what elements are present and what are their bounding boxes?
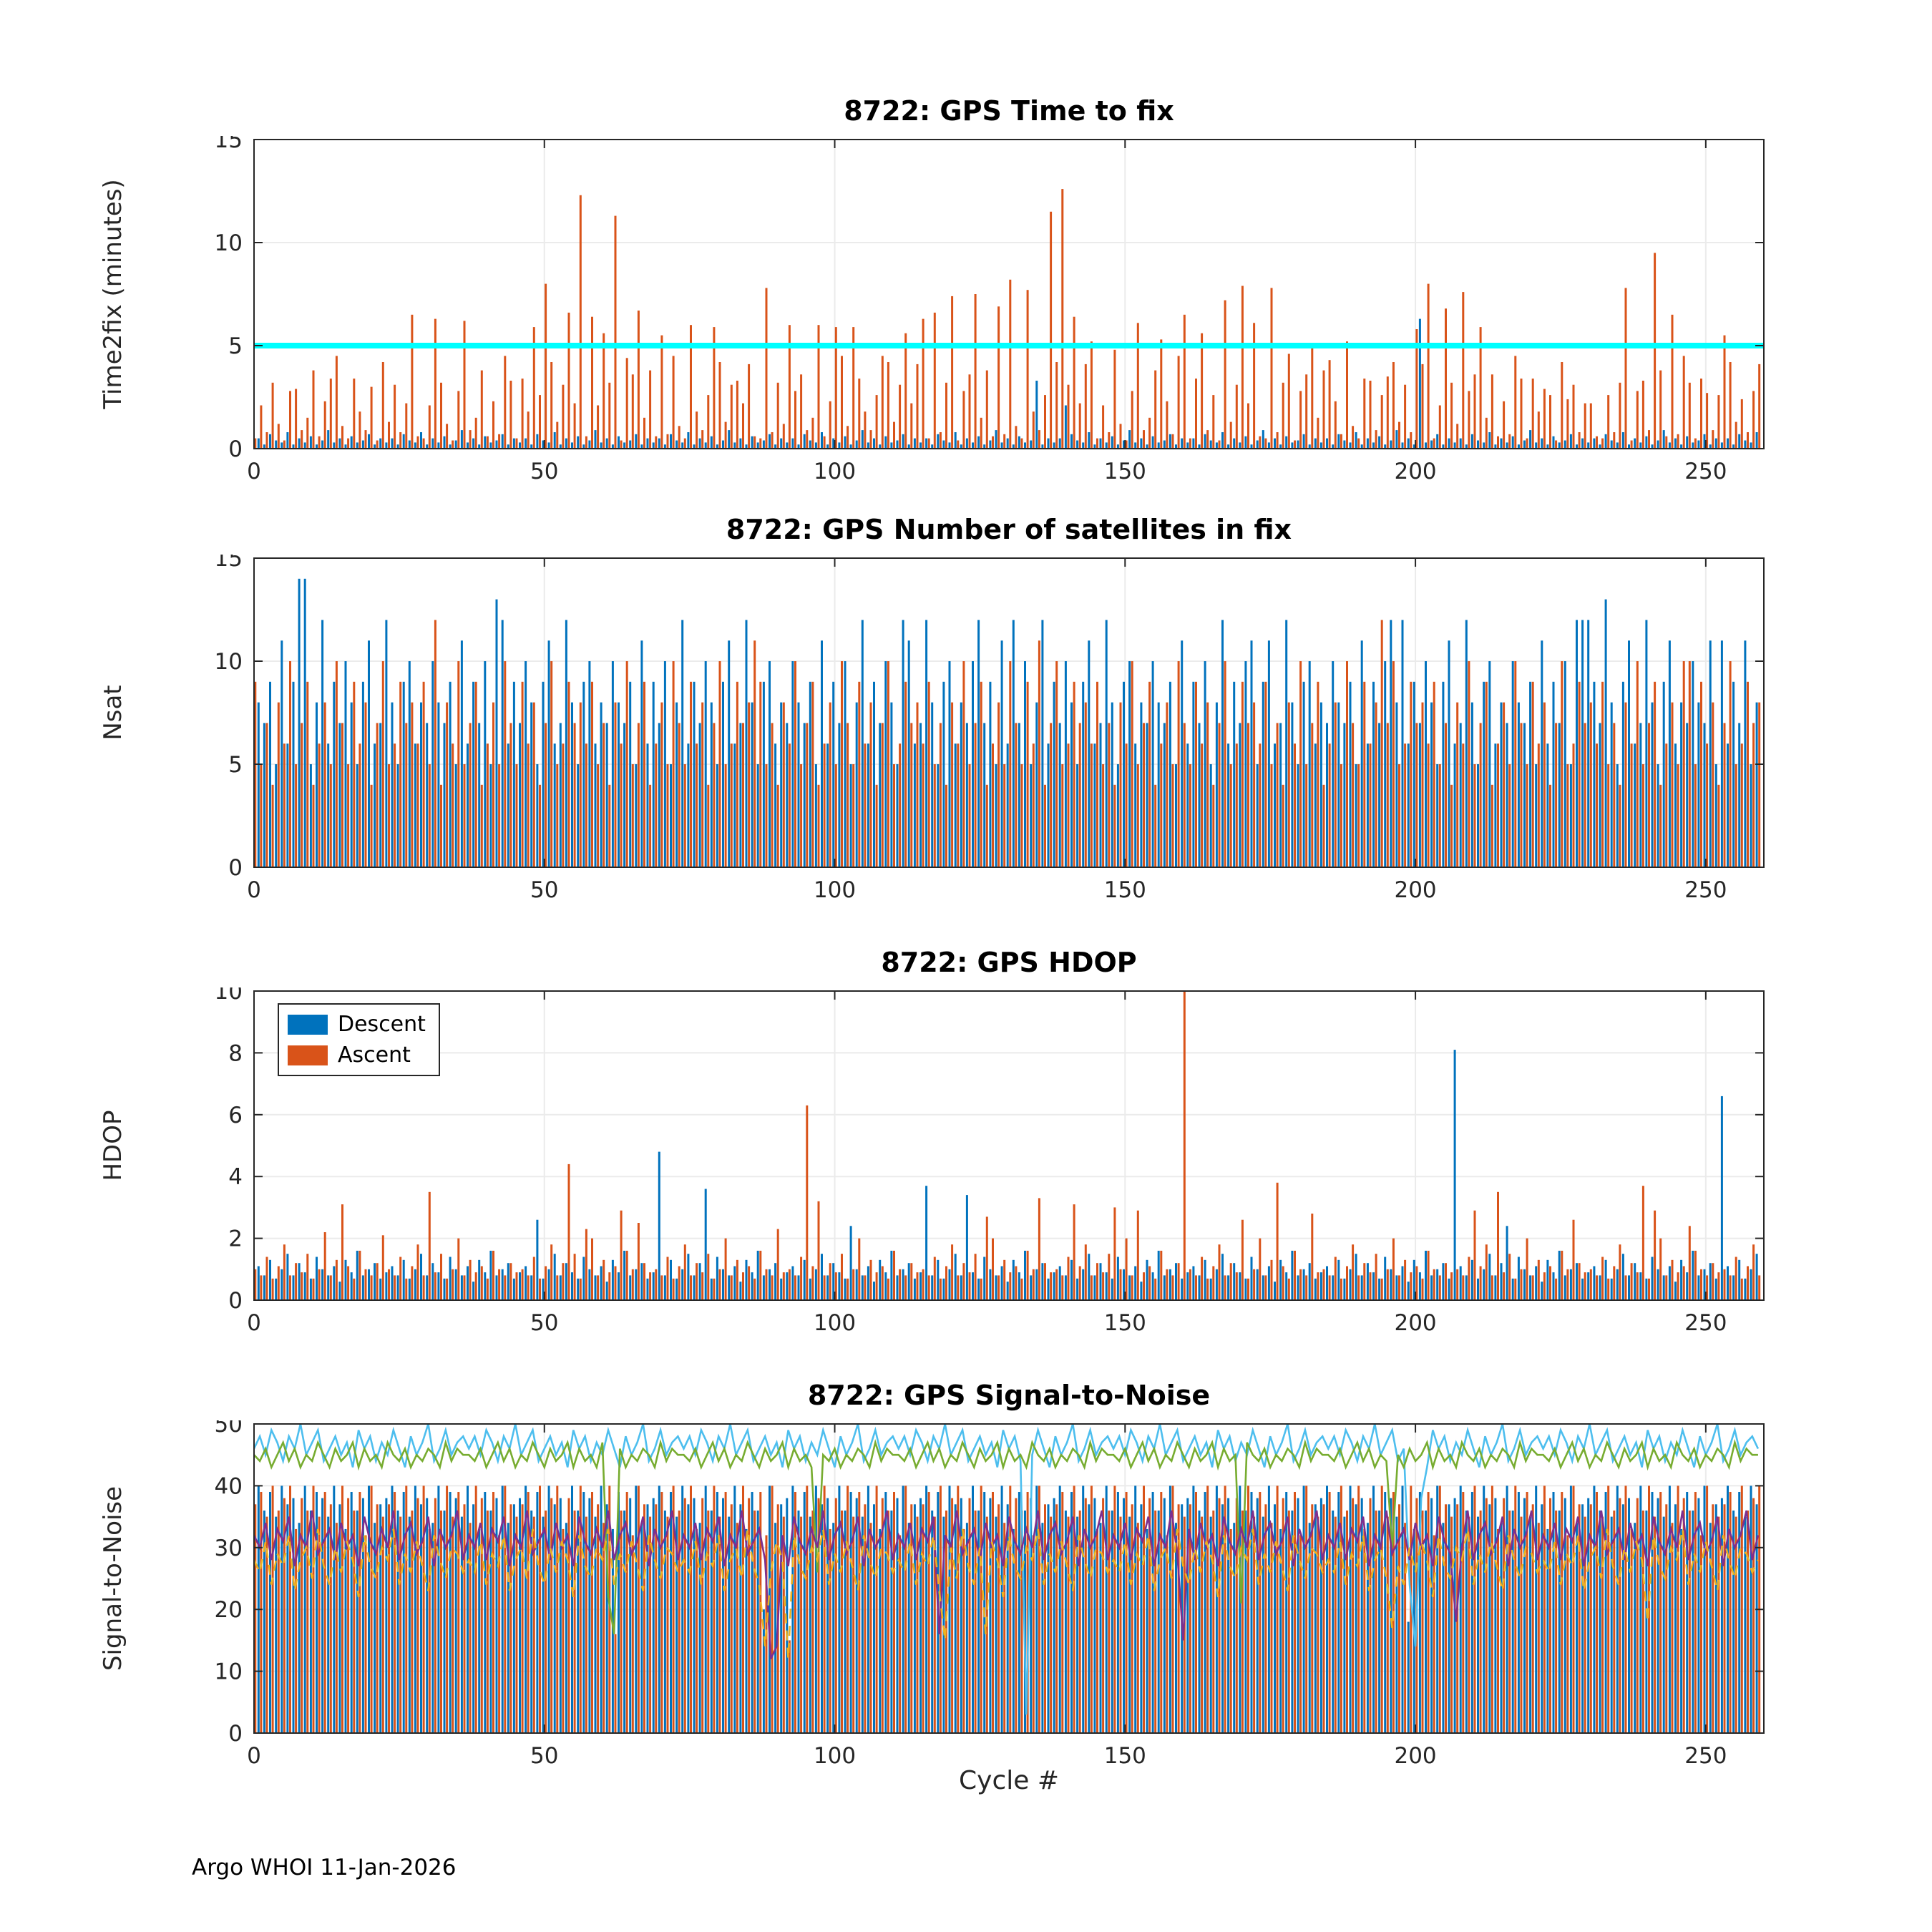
chart-title-hdop: 8722: GPS HDOP xyxy=(881,947,1137,978)
svg-text:100: 100 xyxy=(814,459,856,484)
svg-text:0: 0 xyxy=(228,855,243,881)
axes-box xyxy=(253,139,1765,449)
bars-ascent xyxy=(254,1485,1761,1733)
chart-title-nsat: 8722: GPS Number of satellites in fix xyxy=(726,514,1292,545)
axis-ticks xyxy=(253,1423,1764,1734)
svg-text:15: 15 xyxy=(215,136,243,153)
svg-text:50: 50 xyxy=(530,1310,558,1336)
gridlines xyxy=(253,1423,1764,1734)
svg-text:50: 50 xyxy=(530,877,558,903)
tick-labels: 0 50 100 150 200 250 0 10 20 30 40 50 xyxy=(215,1420,1727,1769)
svg-text:10: 10 xyxy=(215,987,243,1005)
axes-box xyxy=(253,557,1765,868)
line-snr-mean-ascent xyxy=(254,1528,1760,1659)
svg-text:200: 200 xyxy=(1394,1743,1436,1769)
svg-text:10: 10 xyxy=(215,1659,243,1685)
svg-text:250: 250 xyxy=(1684,877,1727,903)
svg-text:20: 20 xyxy=(215,1597,243,1623)
tick-labels: 0 50 100 150 200 250 0 5 10 15 xyxy=(215,555,1727,903)
legend-item-descent: Descent xyxy=(288,1012,426,1037)
gridlines xyxy=(253,139,1764,449)
x-axis-label: Cycle # xyxy=(959,1766,1059,1795)
bars-descent xyxy=(257,1050,1758,1300)
svg-text:0: 0 xyxy=(247,1310,261,1336)
bars-ascent xyxy=(254,620,1761,867)
svg-text:250: 250 xyxy=(1684,1310,1727,1336)
chart-title-time2fix: 8722: GPS Time to fix xyxy=(844,95,1174,127)
svg-text:50: 50 xyxy=(530,1743,558,1769)
svg-text:50: 50 xyxy=(215,1420,243,1438)
svg-text:100: 100 xyxy=(814,877,856,903)
svg-text:50: 50 xyxy=(530,459,558,484)
line-snr-max-ascent xyxy=(254,1438,1758,1635)
svg-text:10: 10 xyxy=(215,649,243,675)
legend-box: Descent Ascent xyxy=(278,1003,440,1076)
svg-text:200: 200 xyxy=(1394,1310,1436,1336)
figure-footer: Argo WHOI 11-Jan-2026 xyxy=(192,1855,457,1880)
svg-text:10: 10 xyxy=(215,230,243,256)
svg-text:100: 100 xyxy=(814,1310,856,1336)
legend-item-ascent: Ascent xyxy=(288,1043,426,1068)
svg-text:2: 2 xyxy=(228,1226,243,1252)
svg-text:200: 200 xyxy=(1394,877,1436,903)
legend-swatch-ascent xyxy=(288,1045,328,1065)
axes-box xyxy=(253,990,1765,1301)
axes-box xyxy=(253,1423,1765,1734)
svg-text:5: 5 xyxy=(228,752,243,778)
svg-text:250: 250 xyxy=(1684,1743,1727,1769)
svg-text:150: 150 xyxy=(1104,1310,1146,1336)
tick-labels: 0 50 100 150 200 250 0 5 10 15 xyxy=(215,136,1727,484)
svg-text:250: 250 xyxy=(1684,459,1727,484)
plot-area-time2fix: 0 50 100 150 200 250 0 5 10 15 xyxy=(215,136,1765,484)
legend-swatch-descent xyxy=(288,1014,328,1035)
gridlines xyxy=(253,990,1764,1301)
bars-ascent xyxy=(254,991,1761,1300)
svg-text:0: 0 xyxy=(247,1743,261,1769)
plot-area-hdop: 0 50 100 150 200 250 0 2 4 6 8 10 xyxy=(215,987,1765,1336)
plot-area-nsat: 0 50 100 150 200 250 0 5 10 15 xyxy=(215,555,1765,903)
svg-text:150: 150 xyxy=(1104,877,1146,903)
legend-label-ascent: Ascent xyxy=(338,1043,411,1068)
axis-ticks xyxy=(253,557,1764,868)
svg-text:0: 0 xyxy=(247,877,261,903)
bars-descent xyxy=(257,578,1758,867)
svg-text:200: 200 xyxy=(1394,459,1436,484)
svg-text:4: 4 xyxy=(228,1164,243,1190)
svg-text:0: 0 xyxy=(228,436,243,462)
tick-labels: 0 50 100 150 200 250 0 2 4 6 8 10 xyxy=(215,987,1727,1336)
bars-descent xyxy=(257,1485,1758,1733)
chart-title-snr: 8722: GPS Signal-to-Noise xyxy=(807,1380,1211,1411)
svg-text:40: 40 xyxy=(215,1473,243,1499)
line-snr-mean-descent xyxy=(254,1510,1760,1659)
svg-text:0: 0 xyxy=(228,1288,243,1314)
legend-label-descent: Descent xyxy=(338,1012,426,1037)
svg-text:0: 0 xyxy=(247,459,261,484)
bars-descent xyxy=(257,318,1758,449)
plot-area-snr: 0 50 100 150 200 250 0 10 20 30 40 50 xyxy=(215,1420,1765,1769)
svg-text:30: 30 xyxy=(215,1536,243,1561)
svg-text:5: 5 xyxy=(228,333,243,359)
axis-ticks xyxy=(253,139,1764,449)
svg-text:8: 8 xyxy=(228,1040,243,1066)
gridlines xyxy=(253,557,1764,868)
svg-text:150: 150 xyxy=(1104,459,1146,484)
svg-text:0: 0 xyxy=(228,1721,243,1747)
bars-ascent xyxy=(254,189,1761,449)
axis-ticks xyxy=(253,990,1764,1301)
svg-text:15: 15 xyxy=(215,555,243,572)
svg-text:100: 100 xyxy=(814,1743,856,1769)
svg-text:6: 6 xyxy=(228,1103,243,1128)
svg-text:150: 150 xyxy=(1104,1743,1146,1769)
